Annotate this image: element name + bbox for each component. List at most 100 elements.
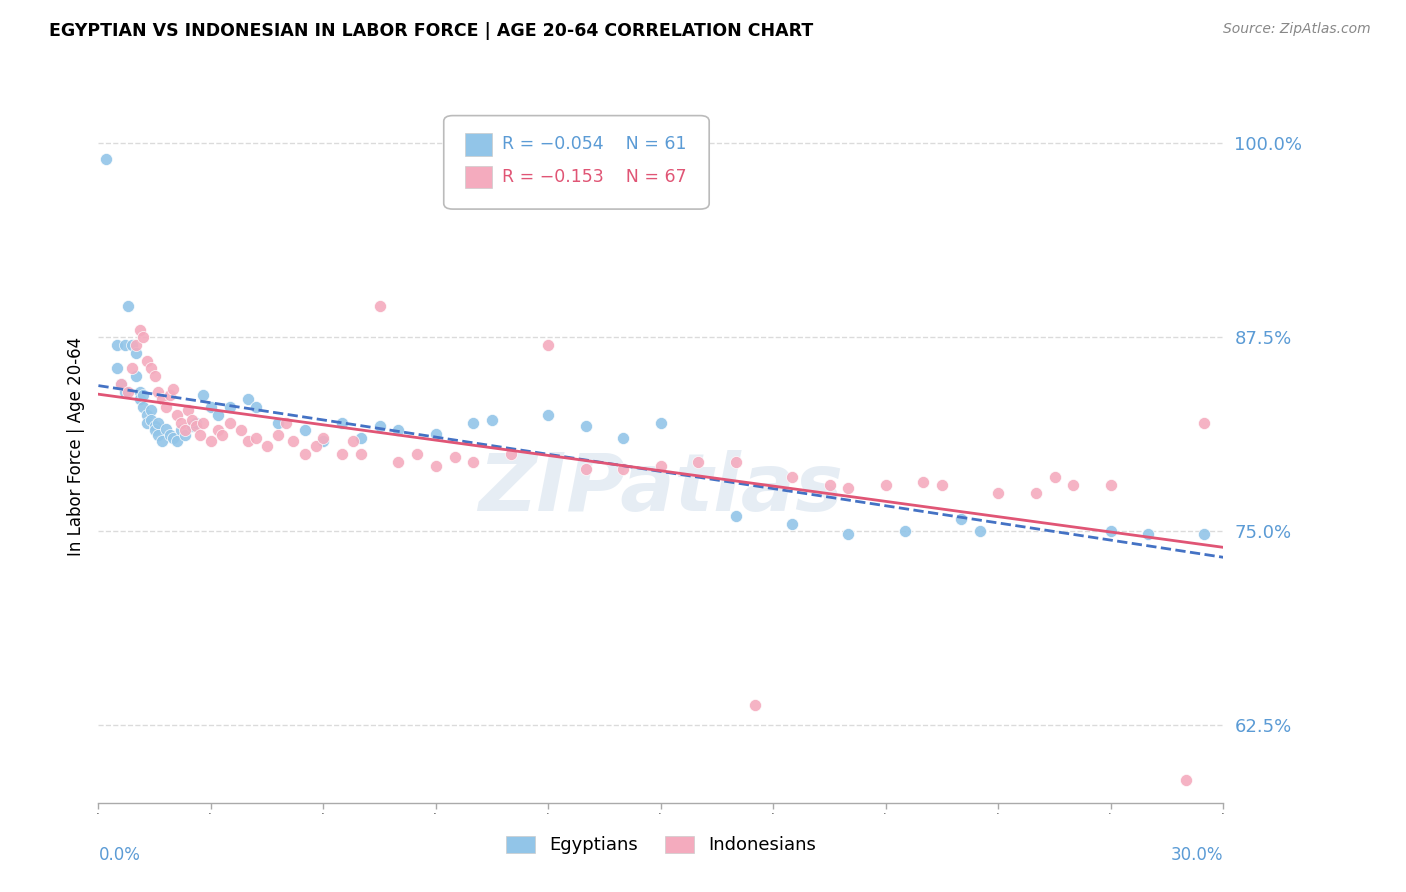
FancyBboxPatch shape [465, 166, 492, 188]
Point [780, 516, 803, 531]
Point [177, 403, 200, 417]
Point [162, 431, 184, 445]
Point [406, 447, 429, 461]
Point [1194, 527, 1216, 541]
Point [128, 392, 150, 407]
Point [1025, 485, 1047, 500]
Point [267, 416, 290, 430]
Point [499, 447, 522, 461]
Point [481, 412, 503, 426]
Point [312, 434, 335, 449]
Y-axis label: In Labor Force | Age 20-64: In Labor Force | Age 20-64 [66, 336, 84, 556]
Point [238, 434, 260, 449]
Point [368, 299, 391, 313]
Point [125, 346, 148, 360]
Text: 30.0%: 30.0% [1171, 847, 1223, 864]
Point [170, 424, 193, 438]
Point [148, 384, 170, 399]
Point [193, 388, 215, 402]
Point [245, 431, 267, 445]
Point [121, 338, 143, 352]
Point [330, 416, 353, 430]
Point [342, 434, 364, 449]
Point [537, 408, 560, 422]
Point [1099, 477, 1122, 491]
Point [200, 401, 222, 415]
Point [875, 477, 897, 491]
Point [207, 424, 229, 438]
Point [173, 424, 195, 438]
Point [724, 454, 747, 468]
Point [166, 434, 188, 449]
Point [162, 382, 184, 396]
Point [136, 408, 159, 422]
Point [463, 454, 485, 468]
Point [125, 369, 148, 384]
Point [166, 408, 188, 422]
Point [132, 401, 155, 415]
Point [121, 361, 143, 376]
Point [136, 353, 159, 368]
Point [159, 428, 181, 442]
Point [139, 412, 162, 426]
Text: Source: ZipAtlas.com: Source: ZipAtlas.com [1223, 22, 1371, 37]
Point [537, 338, 560, 352]
Point [274, 416, 297, 430]
Point [114, 384, 136, 399]
Point [987, 485, 1010, 500]
Point [443, 450, 465, 464]
Point [463, 416, 485, 430]
Point [267, 428, 290, 442]
Point [184, 418, 207, 433]
Point [143, 369, 166, 384]
Point [229, 424, 252, 438]
FancyBboxPatch shape [465, 133, 492, 155]
Point [724, 508, 747, 523]
Point [184, 416, 207, 430]
Point [207, 408, 229, 422]
Point [688, 454, 710, 468]
Point [139, 403, 162, 417]
Point [218, 416, 240, 430]
Point [949, 512, 972, 526]
Point [312, 431, 335, 445]
Point [170, 416, 193, 430]
Point [650, 416, 672, 430]
Point [200, 434, 222, 449]
Point [350, 431, 373, 445]
Point [1062, 477, 1084, 491]
Point [148, 428, 170, 442]
Point [387, 454, 409, 468]
Point [969, 524, 991, 539]
Point [1194, 416, 1216, 430]
Text: R = −0.153    N = 67: R = −0.153 N = 67 [502, 168, 688, 186]
Point [425, 459, 447, 474]
Point [305, 439, 328, 453]
Point [143, 418, 166, 433]
FancyBboxPatch shape [444, 116, 709, 209]
Point [125, 338, 148, 352]
Point [148, 416, 170, 430]
Point [218, 401, 240, 415]
Point [330, 447, 353, 461]
Text: 0.0%: 0.0% [98, 847, 141, 864]
Point [612, 431, 634, 445]
Point [387, 424, 409, 438]
Point [425, 426, 447, 441]
Point [110, 376, 132, 391]
Point [155, 422, 177, 436]
Point [893, 524, 915, 539]
Point [1137, 527, 1160, 541]
Point [294, 447, 316, 461]
Text: R = −0.054    N = 61: R = −0.054 N = 61 [502, 136, 686, 153]
Point [94, 152, 117, 166]
Point [818, 477, 841, 491]
Point [155, 401, 177, 415]
Point [211, 428, 233, 442]
Point [132, 388, 155, 402]
Point [117, 299, 139, 313]
Point [612, 462, 634, 476]
Point [294, 424, 316, 438]
Point [143, 424, 166, 438]
Point [105, 361, 128, 376]
